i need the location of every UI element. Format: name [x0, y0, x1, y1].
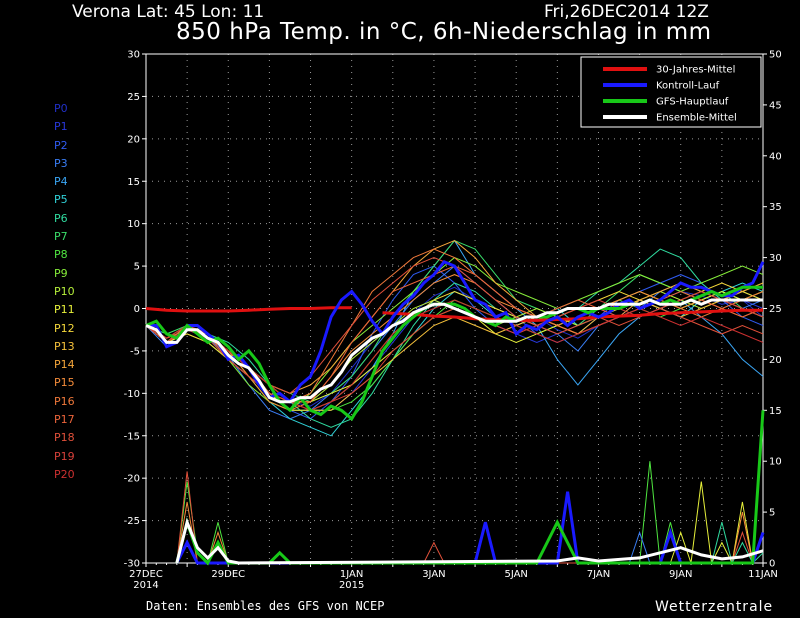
member-label-p17: P17	[54, 413, 75, 427]
precip-line-ensemble-mittel	[175, 517, 764, 565]
member-label-p6: P6	[54, 211, 68, 225]
x-tick-label: 7JAN	[587, 569, 610, 580]
y-right-tick-label: 15	[769, 406, 782, 417]
member-label-p18: P18	[54, 431, 75, 445]
y-left-tick-label: -20	[124, 474, 140, 485]
temp-line-p2	[145, 265, 764, 420]
temp-line-p12	[145, 282, 764, 411]
temp-line-p16	[145, 248, 764, 403]
temp-line-p3	[145, 265, 764, 420]
temp-line-30-jahres-mittel	[145, 306, 352, 313]
y-right-tick-label: 0	[769, 559, 775, 570]
brand-label: Wetterzentrale	[655, 599, 774, 615]
y-left-tick-label: -30	[124, 559, 140, 570]
x-tick-label: 3JAN	[422, 569, 445, 580]
y-left-tick-label: -15	[124, 431, 140, 442]
legend-label: Ensemble-Mittel	[656, 113, 737, 124]
legend-label: Kontroll-Lauf	[656, 81, 720, 92]
member-label-p14: P14	[54, 358, 75, 372]
location-label: Verona Lat: 45 Lon: 11	[72, 2, 265, 22]
y-right-tick-label: 40	[769, 151, 782, 162]
legend-label: 30-Jahres-Mittel	[656, 65, 735, 76]
member-label-p8: P8	[54, 248, 68, 262]
y-left-tick-label: -5	[130, 346, 140, 357]
legend-label: GFS-Hauptlauf	[656, 97, 729, 108]
chart-title: 850 hPa Temp. in °C, 6h-Niederschlag in …	[176, 19, 712, 45]
member-label-p0: P0	[54, 102, 68, 115]
precip-line-p15	[176, 501, 754, 564]
member-label-p1: P1	[54, 120, 68, 134]
y-right-tick-label: 30	[769, 253, 782, 264]
member-label-p13: P13	[54, 339, 75, 353]
y-left-tick-label: 30	[127, 50, 140, 61]
temp-line-p15	[145, 274, 764, 411]
data-credit: Daten: Ensembles des GFS von NCEP	[146, 599, 385, 613]
y-right-tick-label: 35	[769, 202, 782, 213]
precip-line-gfs-hauptlauf	[175, 410, 765, 566]
y-right-tick-label: 45	[769, 100, 782, 111]
x-tick-sublabel: 2014	[133, 580, 158, 591]
y-right-tick-label: 5	[769, 508, 775, 519]
member-label-p10: P10	[54, 284, 75, 298]
member-label-p11: P11	[54, 303, 75, 317]
member-label-p4: P4	[54, 175, 68, 189]
precip-line-kontroll-lauf	[175, 491, 765, 565]
member-label-p15: P15	[54, 376, 75, 390]
member-label-p12: P12	[54, 321, 75, 335]
temp-line-p6	[145, 248, 764, 428]
x-tick-label: 27DEC	[129, 569, 163, 580]
x-tick-label: 9JAN	[669, 569, 692, 580]
y-left-tick-label: 0	[134, 304, 140, 315]
y-right-tick-label: 10	[769, 457, 782, 468]
x-tick-label: 5JAN	[504, 569, 527, 580]
x-tick-sublabel: 2015	[339, 580, 364, 591]
y-left-tick-label: 5	[134, 262, 140, 273]
y-left-tick-label: -25	[124, 516, 140, 527]
precip-line-p8	[176, 461, 691, 564]
member-label-p7: P7	[54, 230, 68, 244]
temp-line-ensemble-mittel	[145, 298, 763, 404]
member-label-p9: P9	[54, 266, 68, 280]
member-label-p3: P3	[54, 156, 68, 170]
y-right-tick-label: 50	[769, 50, 782, 61]
temp-line-p9	[145, 257, 764, 411]
run-date-label: Fri,26DEC2014 12Z	[544, 2, 709, 22]
x-tick-label: 1JAN	[340, 569, 363, 580]
y-left-tick-label: 10	[127, 219, 140, 230]
y-left-tick-label: -10	[124, 389, 140, 400]
y-left-tick-label: 25	[127, 92, 140, 103]
y-left-tick-label: 20	[127, 134, 140, 145]
y-right-tick-label: 25	[769, 304, 782, 315]
member-label-p2: P2	[54, 138, 68, 152]
member-label-p16: P16	[54, 394, 75, 408]
x-tick-label: 11JAN	[748, 569, 778, 580]
member-label-p5: P5	[54, 193, 68, 207]
y-left-tick-label: 15	[127, 177, 140, 188]
ensemble-member-list: P0 P1 P2 P3 P4 P5 P6 P7 P8 P9 P10 P11 P12 P13 P14 P15 P1…	[54, 100, 75, 484]
y-right-tick-label: 20	[769, 355, 782, 366]
x-tick-label: 29DEC	[211, 569, 245, 580]
member-label-p19: P19	[54, 449, 75, 463]
temp-line-p17	[145, 265, 764, 403]
member-label-p20: P20	[54, 467, 75, 481]
precip-line-p18	[176, 471, 754, 564]
